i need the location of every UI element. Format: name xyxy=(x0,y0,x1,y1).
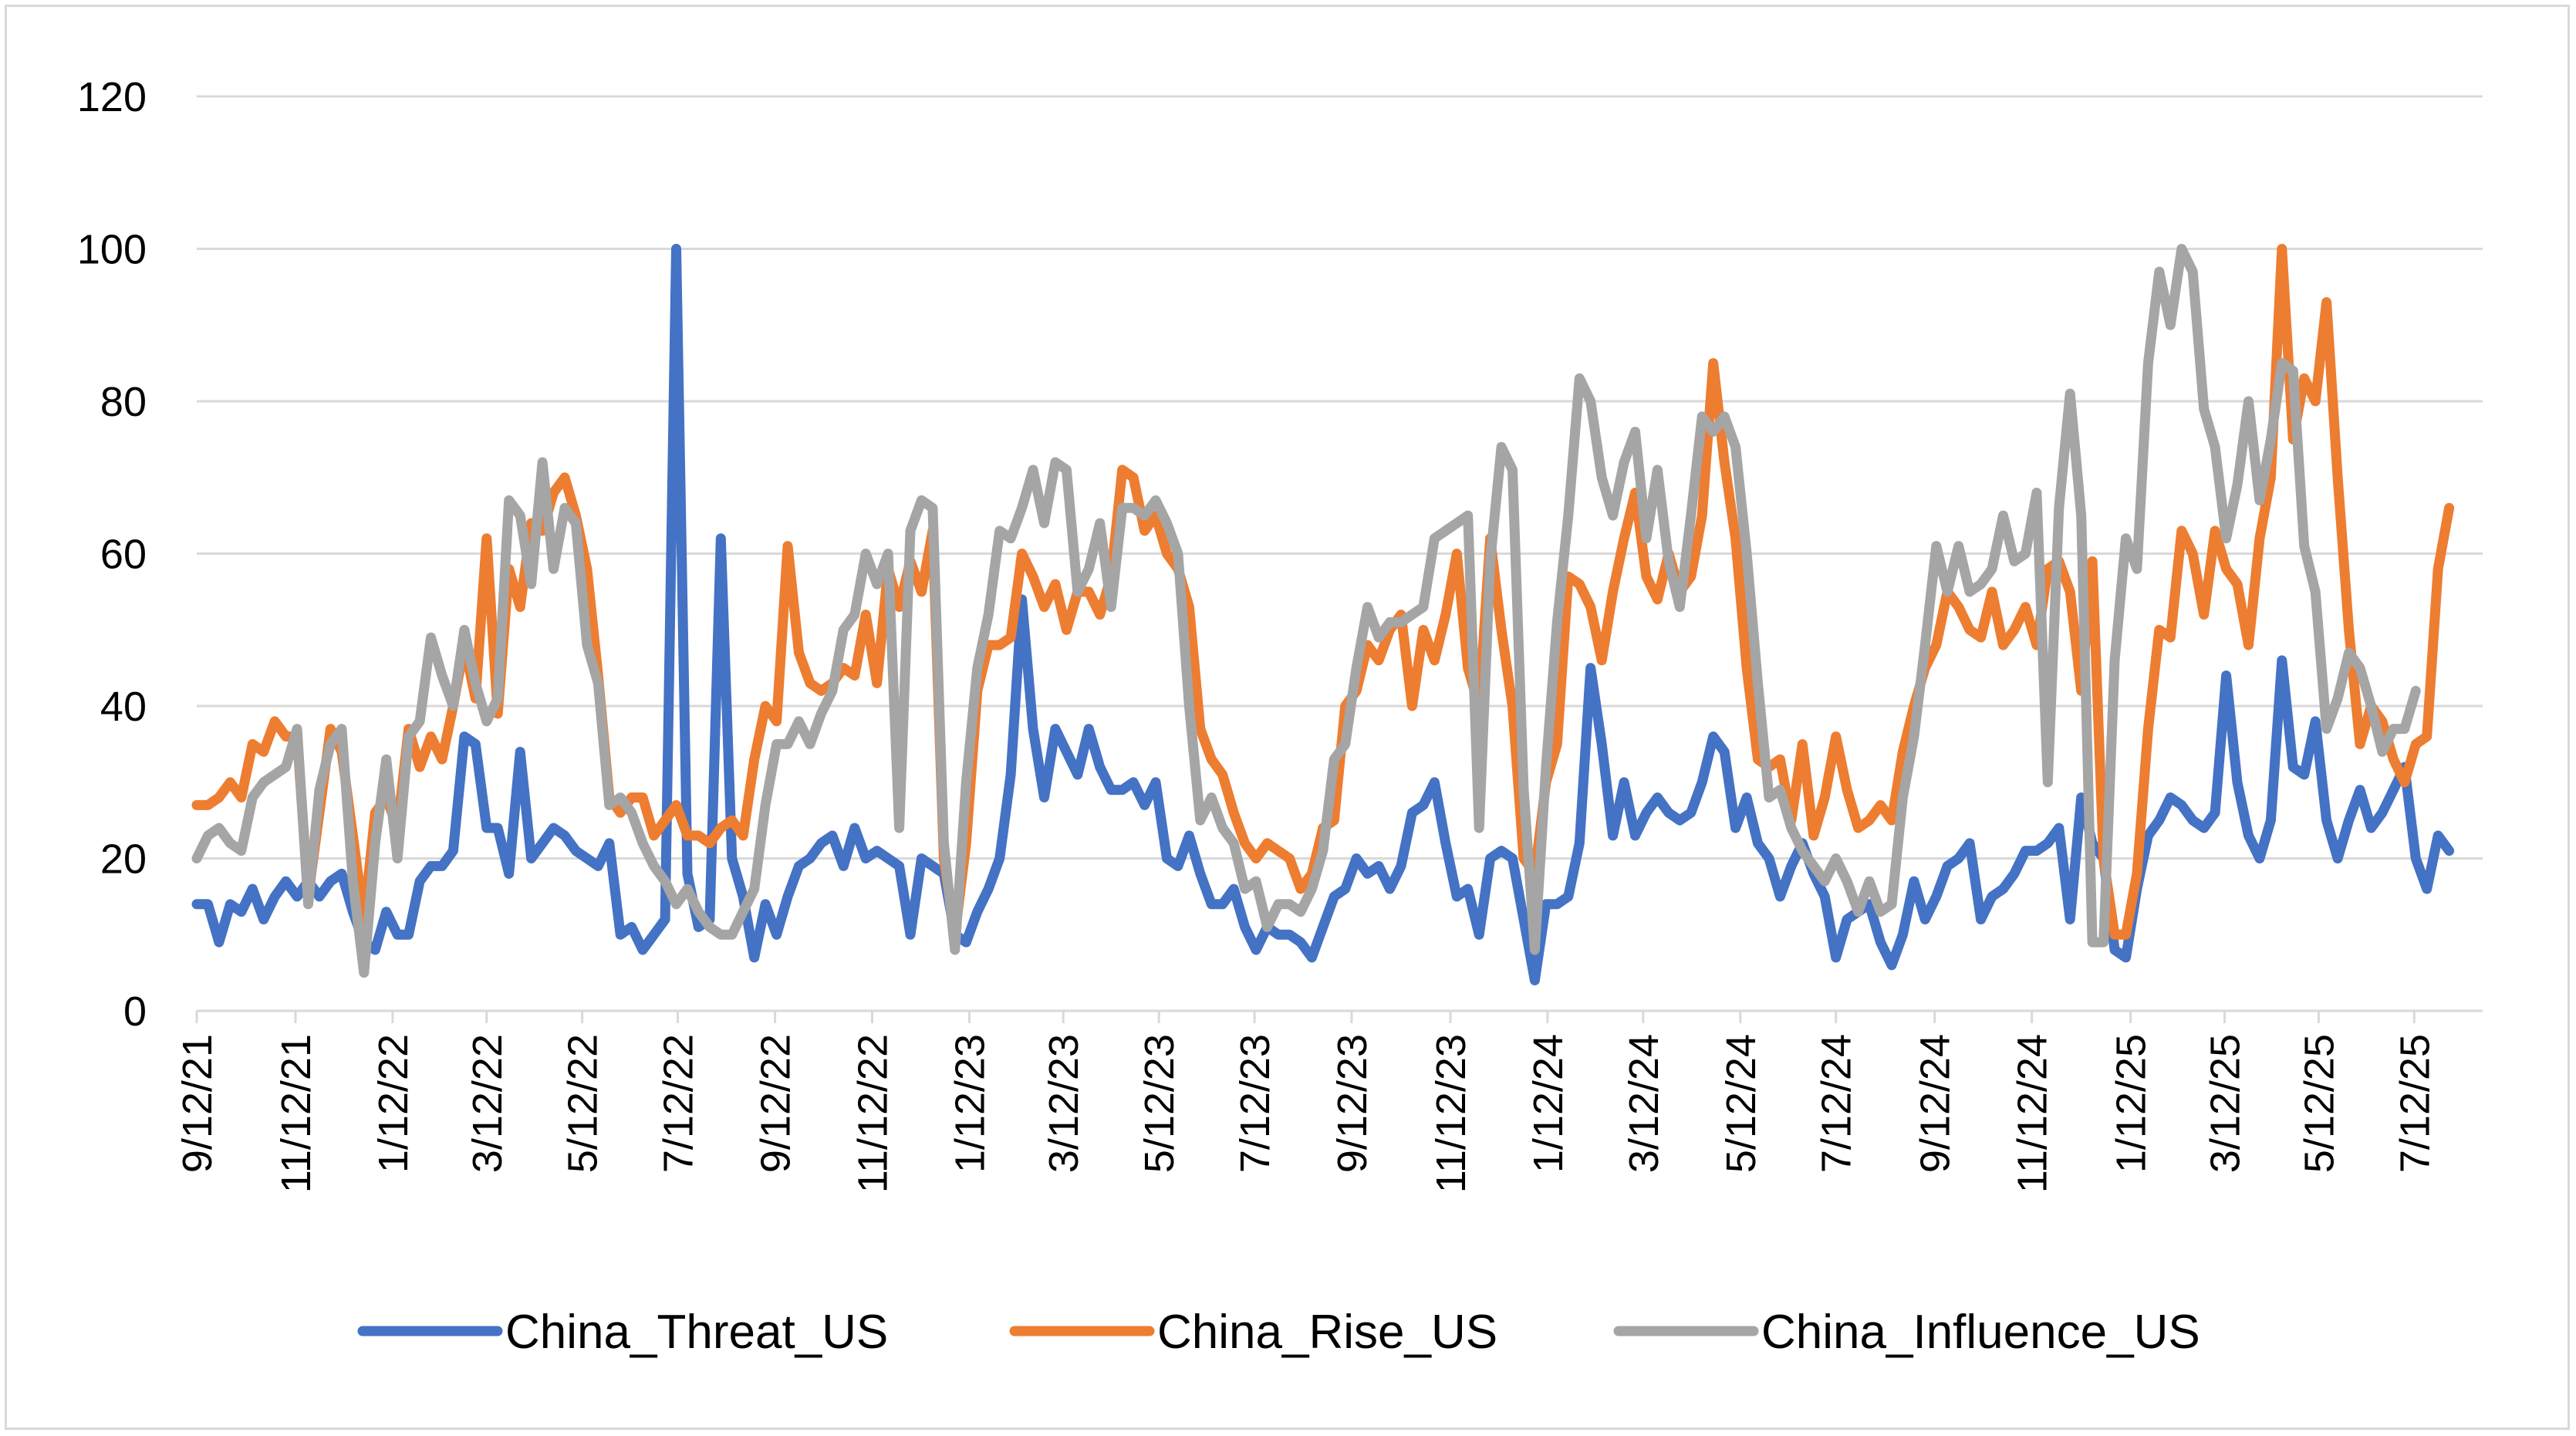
x-tick-label: 7/12/22 xyxy=(656,1034,702,1173)
x-tick-label: 1/12/25 xyxy=(2108,1034,2155,1173)
y-tick-label: 40 xyxy=(100,684,147,730)
y-tick-label: 20 xyxy=(100,836,147,883)
series-line-china-influence-us xyxy=(191,244,2421,978)
chart-frame xyxy=(5,5,2570,1430)
x-tick-label: 1/12/23 xyxy=(947,1034,993,1173)
series-line-china-threat-us xyxy=(191,244,2455,985)
x-tick-label: 7/12/23 xyxy=(1232,1034,1278,1173)
legend-label: China_Influence_US xyxy=(1761,1306,2200,1359)
y-tick-label: 80 xyxy=(100,379,147,425)
x-tick-label: 3/12/22 xyxy=(464,1034,511,1173)
x-tick-label: 9/12/22 xyxy=(753,1034,799,1173)
y-tick-label: 60 xyxy=(100,532,147,578)
x-tick-label: 11/12/22 xyxy=(849,1034,896,1193)
x-tick-label: 3/12/25 xyxy=(2203,1034,2249,1173)
x-tick-label: 1/12/22 xyxy=(370,1034,417,1173)
x-tick-label: 5/12/24 xyxy=(1718,1034,1764,1173)
legend-label: China_Threat_US xyxy=(505,1306,888,1359)
x-tick-label: 9/12/21 xyxy=(174,1034,221,1173)
x-axis: 9/12/21 11/12/21 1/12/22 3/12/22 5/12/22 7/12… xyxy=(174,1009,2483,1193)
x-tick-label: 7/12/25 xyxy=(2392,1034,2438,1173)
legend: China_Threat_US China_Rise_US China_Influe… xyxy=(357,1306,2200,1359)
x-tick-label: 9/12/23 xyxy=(1329,1034,1376,1173)
x-tick-label: 9/12/24 xyxy=(1913,1034,1959,1173)
x-tick-label: 3/12/23 xyxy=(1041,1034,1087,1173)
y-tick-label: 100 xyxy=(77,227,147,273)
y-tick-label: 0 xyxy=(123,988,147,1035)
series-lines xyxy=(191,244,2455,985)
x-tick-label: 11/12/21 xyxy=(273,1034,319,1193)
y-axis-tick-labels: 0 20 40 60 80 100 120 xyxy=(77,74,147,1035)
x-tick-label: 3/12/24 xyxy=(1621,1034,1667,1173)
x-tick-label: 5/12/25 xyxy=(2296,1034,2342,1173)
x-tick-label: 7/12/24 xyxy=(1814,1034,1860,1173)
x-tick-label: 11/12/24 xyxy=(2010,1034,2056,1193)
x-tick-label: 5/12/23 xyxy=(1136,1034,1183,1173)
x-tick-label: 1/12/24 xyxy=(1525,1034,1572,1173)
legend-label: China_Rise_US xyxy=(1157,1306,1497,1359)
y-tick-label: 120 xyxy=(77,74,147,120)
x-tick-label: 5/12/22 xyxy=(560,1034,606,1173)
x-tick-label: 11/12/23 xyxy=(1428,1034,1474,1193)
